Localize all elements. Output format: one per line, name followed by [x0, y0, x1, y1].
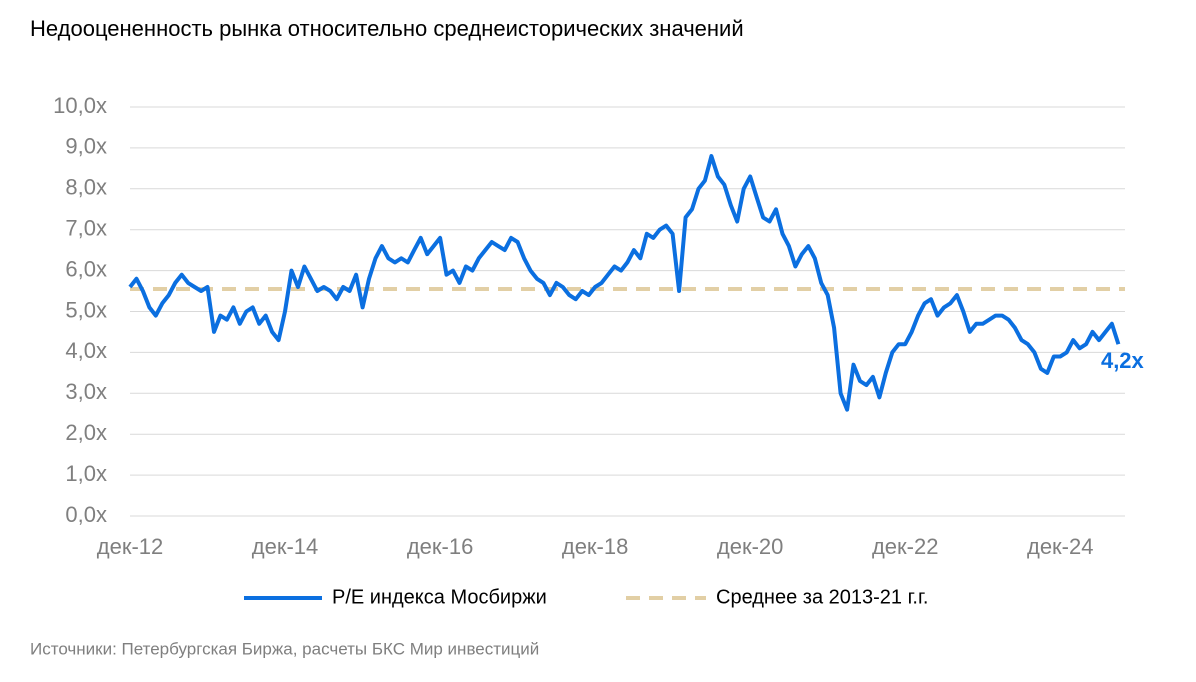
y-tick-label: 10,0x [53, 93, 107, 118]
y-tick-label: 6,0x [65, 256, 107, 281]
x-tick-label: дек-16 [407, 534, 474, 559]
value-label: 4,2x [1101, 348, 1145, 373]
x-tick-label: дек-22 [872, 534, 939, 559]
y-tick-label: 2,0x [65, 420, 107, 445]
y-tick-label: 8,0x [65, 175, 107, 200]
legend-label: Среднее за 2013-21 г.г. [716, 586, 928, 608]
y-tick-label: 9,0x [65, 134, 107, 159]
data-line [128, 154, 1121, 412]
x-tick-label: дек-18 [562, 534, 629, 559]
y-tick-label: 7,0x [65, 216, 107, 241]
legend-label: P/E индекса Мосбиржи [332, 586, 547, 608]
x-tick-label: дек-20 [717, 534, 784, 559]
source-note: Источники: Петербургская Биржа, расчеты … [30, 639, 539, 658]
y-tick-label: 1,0x [65, 461, 107, 486]
chart-title: Недооцененность рынка относительно средн… [30, 16, 744, 41]
x-tick-label: дек-12 [97, 534, 164, 559]
y-tick-label: 3,0x [65, 379, 107, 404]
x-tick-label: дек-24 [1027, 534, 1094, 559]
y-tick-label: 5,0x [65, 297, 107, 322]
y-tick-label: 0,0x [65, 502, 107, 527]
x-tick-label: дек-14 [252, 534, 319, 559]
y-tick-label: 4,0x [65, 338, 107, 363]
